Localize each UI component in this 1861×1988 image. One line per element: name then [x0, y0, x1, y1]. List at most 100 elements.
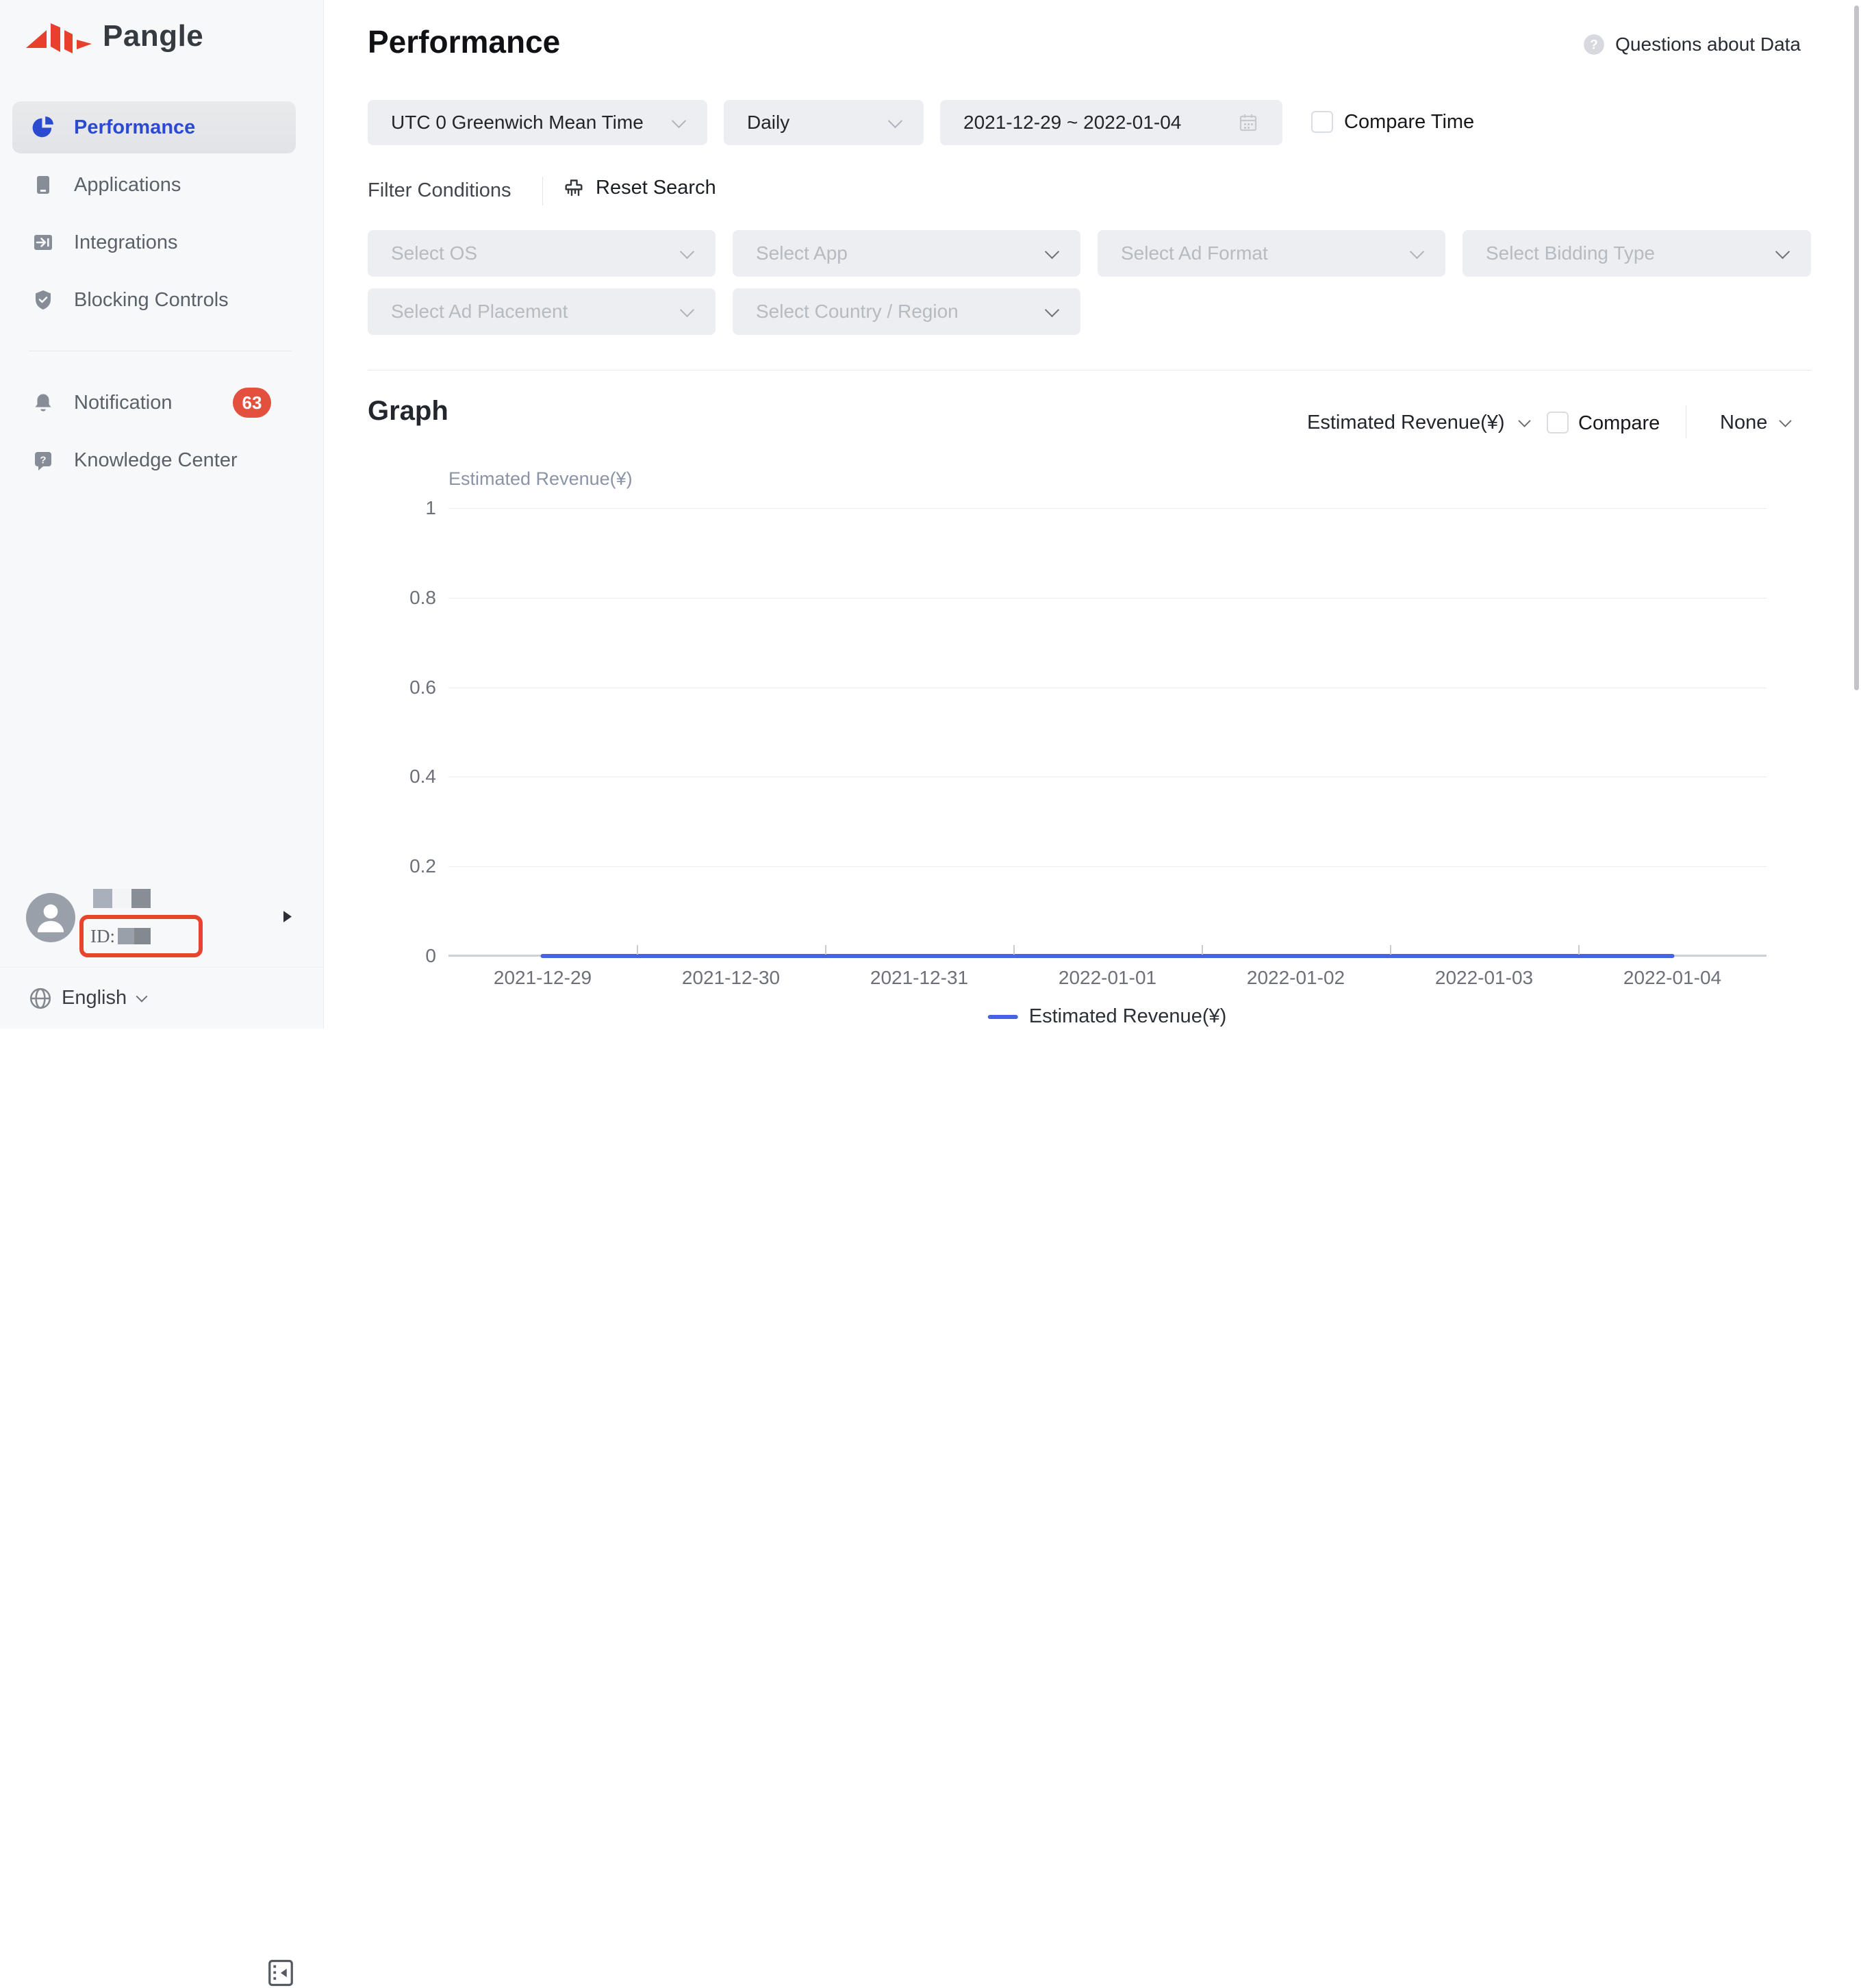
chevron-down-icon — [1044, 244, 1060, 259]
y-tick-label: 0.4 — [409, 766, 436, 788]
avatar — [26, 893, 75, 942]
language-selector[interactable]: English — [62, 987, 127, 1009]
x-axis-tick — [1013, 945, 1015, 955]
sidebar-item-label: Applications — [74, 173, 181, 196]
sidebar-item-blocking-controls[interactable]: Blocking Controls — [12, 274, 296, 326]
x-axis-tick — [1578, 945, 1580, 955]
divider — [542, 177, 543, 205]
pie-chart-icon — [31, 116, 55, 139]
reset-search-button[interactable]: Reset Search — [563, 177, 716, 199]
y-tick-label: 0.6 — [409, 676, 436, 698]
y-tick-label: 0.8 — [409, 586, 436, 608]
y-gridline — [448, 508, 1767, 509]
select-ad-placement[interactable]: Select Ad Placement — [368, 288, 716, 335]
revenue-line-chart: Estimated Revenue(¥) Estimated Revenue(¥… — [368, 457, 1812, 1029]
vertical-scrollbar[interactable] — [1854, 5, 1859, 690]
metric-selector[interactable]: Estimated Revenue(¥) — [1307, 407, 1531, 438]
sidebar-item-label: Notification — [74, 391, 173, 414]
brush-icon — [565, 179, 583, 196]
redacted-id-value — [118, 928, 151, 944]
chevron-down-icon — [1779, 414, 1793, 427]
legend-marker — [987, 1014, 1018, 1019]
compare-checkbox[interactable] — [1547, 412, 1569, 433]
collapse-sidebar-icon[interactable] — [267, 1958, 294, 1988]
select-app[interactable]: Select App — [733, 230, 1080, 277]
x-tick-label: 2022-01-02 — [1246, 967, 1345, 988]
date-range-picker[interactable]: 2021-12-29 ~ 2022-01-04 — [940, 100, 1282, 145]
y-gridline — [448, 866, 1767, 868]
chevron-down-icon — [1517, 414, 1531, 427]
questions-about-data-link[interactable]: ? Questions about Data — [1582, 33, 1801, 56]
metric-selector-value: Estimated Revenue(¥) — [1307, 411, 1505, 433]
x-tick-label: 2022-01-04 — [1623, 967, 1722, 988]
sidebar-item-performance[interactable]: Performance — [12, 101, 296, 153]
chevron-down-icon — [887, 113, 903, 128]
y-tick-label: 1 — [425, 497, 436, 518]
sidebar-item-applications[interactable]: Applications — [12, 159, 296, 211]
help-link-label: Questions about Data — [1615, 34, 1801, 55]
legend-label: Estimated Revenue(¥) — [1028, 1005, 1227, 1027]
help-circle-icon: ? — [1584, 34, 1605, 55]
x-tick-label: 2021-12-29 — [493, 967, 592, 988]
chart-legend[interactable]: Estimated Revenue(¥) — [987, 1005, 1227, 1028]
x-tick-label: 2022-01-03 — [1434, 967, 1534, 988]
notification-count-badge: 63 — [233, 388, 271, 418]
select-ad-format-placeholder: Select Ad Format — [1121, 242, 1268, 264]
compare-label: Compare — [1578, 412, 1660, 434]
compare-time-checkbox[interactable] — [1311, 111, 1333, 133]
y-tick-label: 0 — [425, 945, 436, 966]
select-bidding-type[interactable]: Select Bidding Type — [1463, 230, 1811, 277]
select-os[interactable]: Select OS — [368, 230, 716, 277]
svg-text:?: ? — [40, 455, 46, 466]
integrations-icon — [31, 231, 55, 254]
redacted-account-id: ID: — [79, 915, 203, 957]
date-range-value: 2021-12-29 ~ 2022-01-04 — [963, 112, 1182, 133]
pangle-logo-text: Pangle — [103, 19, 204, 53]
select-country-region[interactable]: Select Country / Region — [733, 288, 1080, 335]
filter-conditions-label: Filter Conditions — [368, 179, 511, 201]
sidebar-item-integrations[interactable]: Integrations — [12, 216, 296, 268]
granularity-select[interactable]: Daily — [724, 100, 924, 145]
dimension-selector-value: None — [1720, 411, 1768, 433]
sidebar-item-notification[interactable]: Notification 63 — [12, 377, 296, 429]
graph-section-title: Graph — [368, 396, 448, 426]
timezone-select[interactable]: UTC 0 Greenwich Mean Time — [368, 100, 707, 145]
select-bidding-type-placeholder: Select Bidding Type — [1486, 242, 1655, 264]
sidebar-item-knowledge-center[interactable]: ? Knowledge Center — [12, 434, 296, 486]
select-ad-format[interactable]: Select Ad Format — [1098, 230, 1445, 277]
select-country-region-placeholder: Select Country / Region — [756, 301, 959, 322]
sidebar-item-label: Knowledge Center — [74, 449, 238, 471]
chevron-down-icon — [1775, 244, 1790, 259]
x-tick-label: 2021-12-30 — [681, 967, 781, 988]
calendar-icon — [1239, 114, 1257, 131]
reset-search-label: Reset Search — [596, 177, 716, 199]
y-gridline — [448, 597, 1767, 599]
shield-check-icon — [31, 288, 55, 312]
chevron-down-icon — [679, 244, 695, 259]
pangle-logo[interactable]: Pangle — [25, 15, 203, 58]
bell-icon — [31, 391, 55, 414]
x-axis-tick — [825, 945, 826, 955]
chevron-down-icon — [1409, 244, 1425, 259]
series-line — [540, 954, 1675, 958]
y-axis-title: Estimated Revenue(¥) — [448, 468, 633, 489]
dimension-selector[interactable]: None — [1720, 407, 1793, 438]
x-axis-tick — [1390, 945, 1391, 955]
redacted-username — [93, 889, 151, 908]
chevron-down-icon — [679, 302, 695, 317]
sidebar-item-label: Blocking Controls — [74, 288, 229, 311]
x-axis-tick — [637, 945, 638, 955]
timezone-value: UTC 0 Greenwich Mean Time — [391, 112, 644, 133]
main-content: Performance ? Questions about Data UTC 0… — [324, 0, 1861, 1029]
select-ad-placement-placeholder: Select Ad Placement — [391, 301, 568, 322]
globe-icon — [29, 987, 51, 1009]
language-bar: English — [0, 967, 324, 1987]
language-chevron-icon[interactable] — [136, 990, 148, 1003]
expand-arrow-icon[interactable] — [283, 911, 292, 922]
sidebar: Pangle Performance Applications — [0, 0, 324, 1987]
compare-time-label: Compare Time — [1344, 111, 1475, 133]
x-axis-tick — [1202, 945, 1203, 955]
svg-text:?: ? — [1590, 38, 1598, 52]
select-os-placeholder: Select OS — [391, 242, 478, 264]
pangle-logo-icon — [26, 23, 92, 53]
